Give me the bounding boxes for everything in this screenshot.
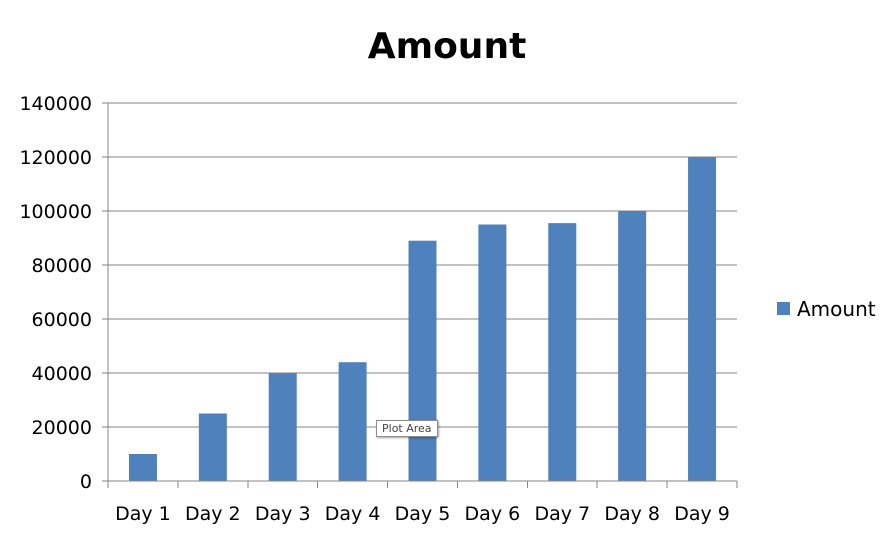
y-tick-label: 80000 [32, 255, 92, 277]
legend-label-amount: Amount [797, 297, 876, 321]
bar-day-9[interactable] [688, 157, 716, 481]
x-tick-label: Day 2 [185, 503, 241, 525]
plot-area-tooltip: Plot Area [376, 420, 438, 437]
legend[interactable]: Amount [777, 297, 876, 321]
bar-day-8[interactable] [618, 211, 646, 481]
x-axis-tick-labels: Day 1 Day 2 Day 3 Day 4 Day 5 Day 6 Day 7 Day 8… [115, 503, 730, 525]
chart-title: Amount [368, 26, 527, 67]
x-tick-label: Day 6 [465, 503, 521, 525]
x-tick-label: Day 3 [255, 503, 311, 525]
y-tick-label: 100000 [19, 201, 92, 223]
y-tick-label: 120000 [19, 147, 92, 169]
x-tick-label: Day 4 [325, 503, 381, 525]
x-tick-label: Day 9 [674, 503, 730, 525]
bar-day-6[interactable] [478, 225, 506, 482]
bar-day-3[interactable] [269, 373, 297, 481]
y-tick-label: 140000 [19, 93, 92, 115]
x-tick-label: Day 1 [115, 503, 171, 525]
bar-day-2[interactable] [199, 414, 227, 482]
x-tick-label: Day 7 [534, 503, 590, 525]
x-tick-label: Day 8 [604, 503, 660, 525]
y-tick-label: 40000 [32, 363, 92, 385]
y-tick-label: 60000 [32, 309, 92, 331]
bar-day-1[interactable] [129, 454, 157, 481]
bar-day-5[interactable] [409, 241, 437, 481]
legend-swatch [777, 302, 790, 315]
bar-day-7[interactable] [548, 223, 576, 481]
x-tick-label: Day 5 [395, 503, 451, 525]
y-axis-tick-labels: 0 20000 40000 60000 80000 100000 120000 140000 [19, 93, 92, 493]
y-tick-label: 20000 [32, 417, 92, 439]
bar-day-4[interactable] [339, 362, 367, 481]
y-tick-label: 0 [80, 471, 92, 493]
